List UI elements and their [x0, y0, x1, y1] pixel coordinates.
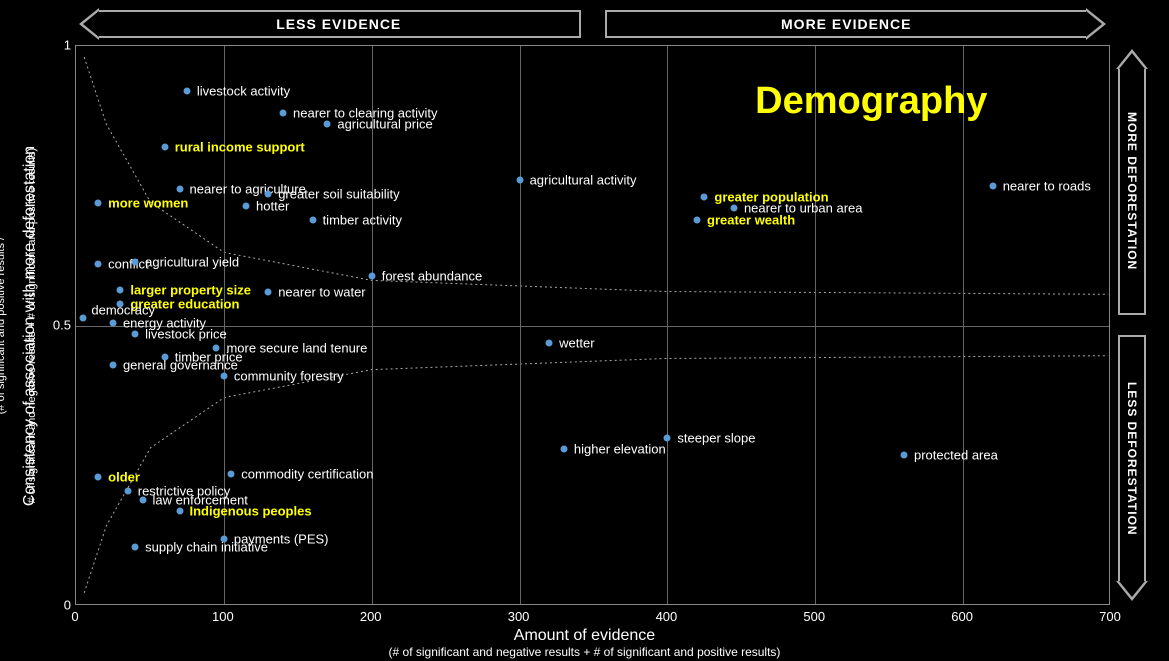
data-point [368, 272, 375, 279]
data-point [989, 183, 996, 190]
data-point-label: older [108, 471, 140, 484]
data-point [901, 451, 908, 458]
x-tick-label: 700 [1099, 609, 1121, 624]
data-point [183, 87, 190, 94]
data-point [701, 194, 708, 201]
data-point-label: wetter [559, 336, 594, 349]
data-point-label: hotter [256, 199, 289, 212]
x-axis-title: Amount of evidence [0, 627, 1169, 645]
data-point [265, 289, 272, 296]
data-point [132, 544, 139, 551]
data-point [95, 199, 102, 206]
y-tick-label: 1 [47, 38, 71, 53]
arrow-less-evidence: LESS EVIDENCE [97, 10, 581, 38]
x-tick-label: 0 [71, 609, 78, 624]
scatter-chart: livestock activitynearer to clearing act… [0, 0, 1169, 661]
x-tick-label: 200 [360, 609, 382, 624]
data-point [280, 110, 287, 117]
data-point-label: agricultural yield [145, 255, 239, 268]
data-point-label: larger property size [130, 283, 251, 296]
gridline-v [520, 46, 521, 604]
data-point [95, 474, 102, 481]
data-point-label: protected area [914, 448, 998, 461]
data-point-label: nearer to roads [1003, 180, 1091, 193]
gridline-v [224, 46, 225, 604]
data-point-label: timber activity [323, 213, 402, 226]
data-point-label: democracy [91, 303, 155, 316]
data-point-label: more secure land tenure [226, 342, 367, 355]
data-point [132, 331, 139, 338]
data-point-label: general governance [123, 359, 238, 372]
data-point [220, 373, 227, 380]
gridline-v [667, 46, 668, 604]
data-point [324, 121, 331, 128]
data-point [80, 314, 87, 321]
arrow-label: LESS EVIDENCE [276, 16, 401, 32]
x-tick-label: 100 [212, 609, 234, 624]
data-point-label: livestock price [145, 328, 227, 341]
gridline-v [815, 46, 816, 604]
data-point-label: forest abundance [382, 269, 482, 282]
data-point-label: steeper slope [677, 432, 755, 445]
data-point [265, 191, 272, 198]
arrow-less-deforestation: LESS DEFORESTATION [1118, 335, 1146, 583]
data-point [95, 261, 102, 268]
data-point [176, 507, 183, 514]
data-point-label: higher elevation [574, 443, 666, 456]
data-point [309, 216, 316, 223]
data-point-label: conflict [108, 258, 148, 271]
data-point [132, 258, 139, 265]
data-point [694, 216, 701, 223]
y-axis-subtitle-2: # of significant and negative results + … [26, 148, 39, 504]
data-point [176, 185, 183, 192]
data-point [109, 320, 116, 327]
x-tick-label: 600 [951, 609, 973, 624]
data-point-label: commodity certification [241, 468, 373, 481]
x-tick-label: 500 [803, 609, 825, 624]
y-tick-label: 0.5 [47, 318, 71, 333]
data-point [243, 202, 250, 209]
data-point-label: agricultural activity [530, 174, 637, 187]
data-point-label: agricultural price [337, 118, 432, 131]
data-point [124, 488, 131, 495]
data-point-label: greater soil suitability [278, 188, 399, 201]
data-point [546, 339, 553, 346]
arrow-more-deforestation: MORE DEFORESTATION [1118, 67, 1146, 315]
arrow-label: MORE EVIDENCE [781, 16, 911, 32]
y-axis-subtitle-1: (# of significant and positive results / [0, 237, 8, 414]
data-point [161, 143, 168, 150]
x-axis-subtitle: (# of significant and negative results +… [0, 645, 1169, 659]
x-tick-label: 300 [508, 609, 530, 624]
data-point-label: supply chain initiative [145, 541, 268, 554]
data-point-label: more women [108, 196, 188, 209]
arrow-label: LESS DEFORESTATION [1125, 382, 1139, 536]
gridline-v [963, 46, 964, 604]
data-point [560, 446, 567, 453]
data-point-label: greater wealth [707, 213, 795, 226]
chart-title: Demography [755, 80, 987, 123]
data-point [109, 362, 116, 369]
y-tick-label: 0 [47, 598, 71, 613]
data-point-label: rural income support [175, 140, 305, 153]
plot-area: livestock activitynearer to clearing act… [75, 45, 1110, 605]
data-point-label: Indigenous peoples [190, 504, 312, 517]
arrow-more-evidence: MORE EVIDENCE [605, 10, 1089, 38]
data-point-label: community forestry [234, 370, 344, 383]
data-point [516, 177, 523, 184]
x-tick-label: 400 [656, 609, 678, 624]
gridline-h [76, 326, 1109, 327]
data-point-label: nearer to water [278, 286, 365, 299]
data-point [117, 286, 124, 293]
arrow-label: MORE DEFORESTATION [1125, 112, 1139, 270]
data-point [139, 496, 146, 503]
data-point [228, 471, 235, 478]
data-point [664, 435, 671, 442]
trend-curves [76, 46, 1109, 604]
data-point-label: livestock activity [197, 84, 290, 97]
data-point [730, 205, 737, 212]
